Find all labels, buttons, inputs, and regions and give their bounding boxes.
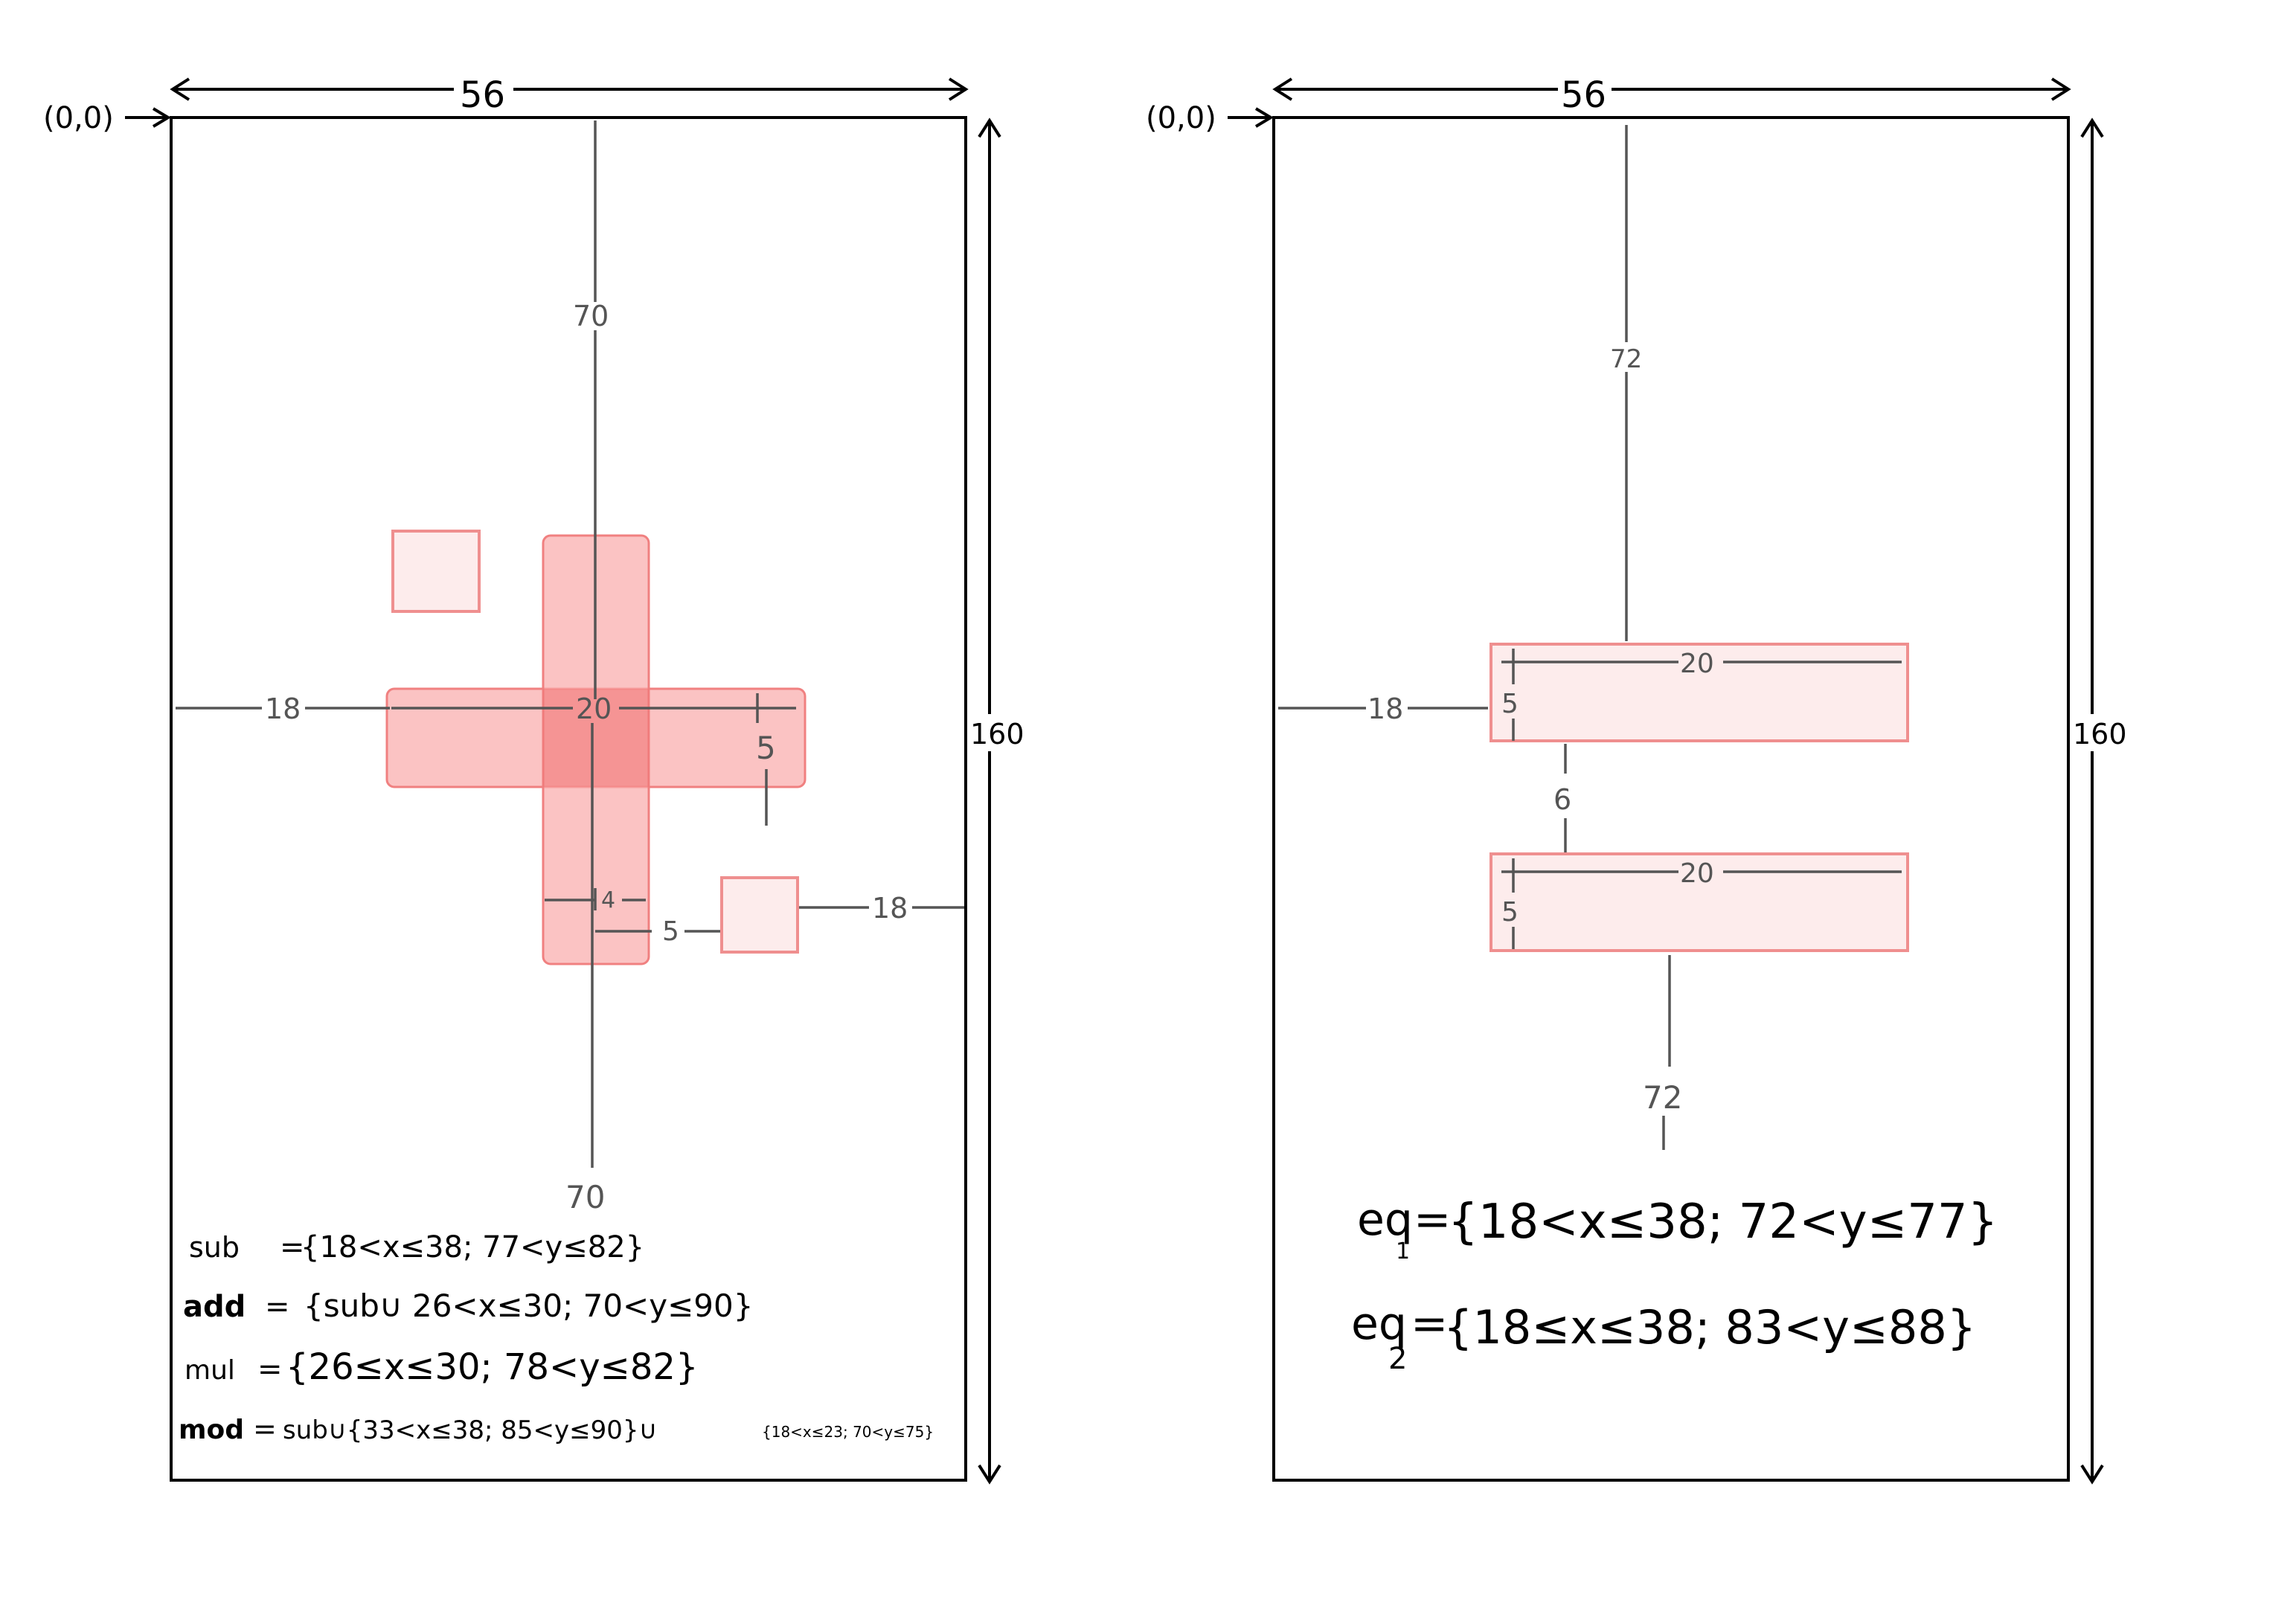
formula-eq1-eq: = [1414, 1194, 1451, 1246]
left-small-square-bottom [720, 876, 799, 954]
formula-add-name: add [183, 1290, 246, 1324]
left-width-arrowhead-right [948, 77, 969, 101]
plus-center-overlap [543, 689, 649, 787]
formula-mul-eq: = [257, 1352, 283, 1386]
right-left-dim-label: 18 [1367, 692, 1403, 725]
left-small-square-top [391, 530, 481, 613]
right-origin-arrowhead [1254, 107, 1274, 128]
plus-width-label: 20 [576, 692, 612, 725]
left-origin-arrowhead [152, 107, 171, 128]
gap-label: 5 [662, 916, 679, 947]
formula-mod-expr: sub∪{33<x≤38; 85<y≤90}∪ [283, 1415, 657, 1445]
left-height-label: 160 [970, 718, 1024, 751]
left-width-label: 56 [460, 74, 505, 116]
left-top-dim-label: 70 [573, 300, 609, 332]
left-origin-label: (0,0) [43, 101, 114, 135]
right-top-dim-label: 72 [1610, 344, 1642, 374]
right-width-arrowhead-left [1272, 77, 1293, 101]
right-height-label: 160 [2073, 718, 2127, 751]
formula-eq2-sub: 2 [1388, 1342, 1407, 1376]
left-bottom-dim-label: 70 [565, 1179, 605, 1215]
formula-mod-name: mod [179, 1415, 244, 1445]
formula-eq1-sub: 1 [1396, 1238, 1410, 1264]
right-origin-label: (0,0) [1146, 101, 1216, 135]
formula-add-eq: = [265, 1290, 290, 1324]
formula-sub-expr: {18<x≤38; 77<y≤82} [301, 1230, 644, 1264]
right-frame [1272, 116, 2070, 1482]
right-width-arrowhead-right [2050, 77, 2071, 101]
bar2-height-label: 5 [1501, 897, 1519, 928]
left-panel: (0,0) 56 160 70 70 18 [43, 74, 1024, 1485]
left-width-arrowhead-left [170, 77, 190, 101]
right-height-arrowhead-bottom [2080, 1464, 2104, 1485]
left-frame [170, 116, 967, 1482]
equals-bar-top [1489, 643, 1909, 742]
formula-mod-tail: {18<x≤23; 70<y≤75} [762, 1423, 934, 1441]
left-left-dim-label: 18 [265, 692, 301, 725]
formula-eq2-name: eq [1351, 1298, 1407, 1350]
formula-eq2-eq: = [1411, 1298, 1448, 1350]
right-bottom-dim-label: 72 [1643, 1079, 1682, 1116]
bar2-width-label: 20 [1680, 858, 1714, 889]
formula-mul-expr: {26≤x≤30; 78<y≤82} [286, 1346, 699, 1388]
formula-eq1-name: eq [1357, 1194, 1413, 1246]
right-formulas: eq 1 = {18<x≤38; 72<y≤77} eq 2 = {18≤x≤3… [1351, 1194, 1998, 1376]
formula-mul-name: mul [185, 1355, 235, 1386]
formula-eq1-expr: {18<x≤38; 72<y≤77} [1448, 1195, 1998, 1250]
formula-sub-eq: = [280, 1230, 305, 1264]
left-height-arrowhead-bottom [978, 1464, 1001, 1485]
right-panel: (0,0) 56 160 72 72 18 20 [1146, 74, 2127, 1485]
bar1-width-label: 20 [1680, 649, 1714, 679]
formula-sub-name: sub [189, 1231, 240, 1264]
left-formulas: sub = {18<x≤38; 77<y≤82} add = {sub∪ 26<… [179, 1230, 934, 1445]
left-right-dim-label: 18 [872, 892, 908, 925]
formula-mod-eq: = [253, 1413, 277, 1445]
plus-thickness-label: 5 [756, 730, 776, 766]
formula-eq2-expr: {18≤x≤38; 83<y≤88} [1443, 1300, 1976, 1354]
bar-thickness-label: 4 [601, 887, 615, 913]
formula-add-expr: {sub∪ 26<x≤30; 70<y≤90} [304, 1288, 753, 1324]
equals-bar-bottom [1489, 852, 1909, 952]
bar1-height-label: 5 [1501, 689, 1519, 719]
gap6-label: 6 [1553, 783, 1571, 816]
left-height-arrowhead-top [978, 118, 1001, 138]
right-height-arrowhead-top [2080, 118, 2104, 138]
right-width-label: 56 [1561, 74, 1606, 116]
